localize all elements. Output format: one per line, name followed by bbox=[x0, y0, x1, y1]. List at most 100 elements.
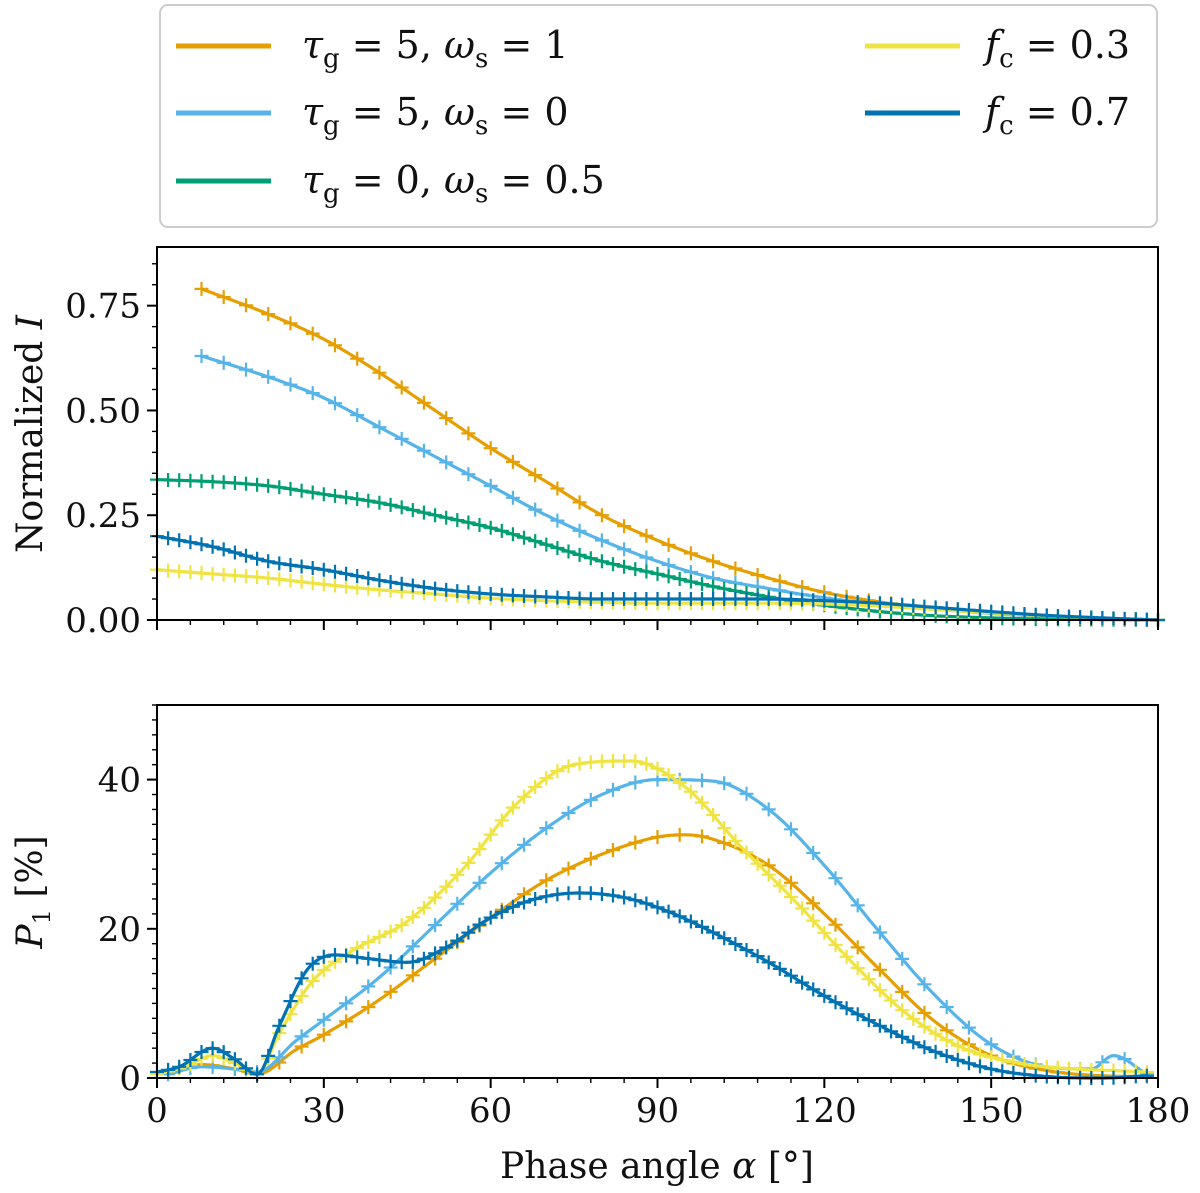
data-point-fc07 bbox=[405, 578, 420, 593]
data-point-tg0_ws05 bbox=[261, 478, 276, 493]
data-point-tg5_ws1 bbox=[706, 554, 721, 569]
data-point-tg5_ws0 bbox=[328, 396, 342, 411]
data-point-tg0_ws05 bbox=[472, 518, 487, 532]
data-point-fc07 bbox=[416, 951, 431, 966]
legend-entry-tg5_ws0: τg = 5, ωs = 0 bbox=[176, 90, 569, 141]
data-point-fc07 bbox=[728, 937, 743, 951]
data-point-tg5_ws0 bbox=[572, 523, 587, 538]
data-point-fc07 bbox=[872, 1018, 887, 1033]
data-point-tg5_ws0 bbox=[216, 355, 231, 370]
data-point-tg5_ws0 bbox=[405, 939, 420, 954]
data-point-fc07 bbox=[739, 943, 754, 957]
x-axis-label: Phase angle α [°] bbox=[500, 1146, 814, 1187]
data-point-fc07 bbox=[172, 533, 187, 548]
data-point-fc07 bbox=[216, 542, 231, 557]
data-point-fc03 bbox=[494, 813, 509, 828]
data-point-fc03 bbox=[561, 759, 576, 774]
data-point-tg0_ws05 bbox=[316, 487, 331, 502]
data-point-fc03 bbox=[450, 868, 465, 882]
data-point-fc03 bbox=[906, 1011, 921, 1026]
data-point-fc07 bbox=[984, 1062, 999, 1076]
data-point-tg5_ws1 bbox=[806, 896, 821, 911]
top-axes-frame bbox=[156, 246, 1159, 621]
data-point-tg0_ws05 bbox=[672, 572, 687, 586]
data-point-tg5_ws0 bbox=[294, 1029, 309, 1044]
data-point-tg5_ws1 bbox=[717, 836, 732, 850]
bottom-axes-frame bbox=[156, 704, 1159, 1079]
data-point-tg5_ws1 bbox=[305, 326, 320, 341]
data-point-tg5_ws1 bbox=[328, 338, 342, 353]
x-tick-label: 0 bbox=[146, 1091, 168, 1131]
data-point-fc03 bbox=[661, 768, 676, 783]
data-point-tg5_ws1 bbox=[461, 426, 476, 441]
data-point-fc03 bbox=[984, 1050, 999, 1065]
data-point-tg5_ws0 bbox=[806, 846, 821, 860]
data-point-tg5_ws0 bbox=[550, 513, 565, 528]
data-point-fc07 bbox=[183, 535, 198, 550]
data-point-tg5_ws0 bbox=[606, 782, 620, 797]
data-point-tg5_ws1 bbox=[695, 829, 709, 844]
data-point-tg5_ws1 bbox=[650, 830, 665, 844]
legend-entries: τg = 5, ωs = 1 τg = 5, ωs = 0 τg = 0, ωs =… bbox=[176, 23, 1130, 209]
data-point-tg0_ws05 bbox=[617, 559, 632, 574]
data-point-tg5_ws1 bbox=[683, 546, 698, 561]
data-point-tg5_ws1 bbox=[528, 468, 543, 483]
data-point-tg5_ws0 bbox=[339, 996, 354, 1011]
data-point-fc07 bbox=[194, 537, 209, 552]
data-point-tg0_ws05 bbox=[528, 534, 543, 549]
data-point-tg0_ws05 bbox=[539, 537, 554, 552]
data-point-tg5_ws1 bbox=[416, 395, 431, 410]
data-point-tg0_ws05 bbox=[405, 503, 420, 517]
data-point-fc07 bbox=[717, 931, 732, 946]
data-point-tg5_ws0 bbox=[961, 1020, 976, 1035]
data-point-fc03 bbox=[517, 789, 531, 804]
data-point-fc03 bbox=[706, 808, 721, 822]
data-point-fc07 bbox=[795, 975, 810, 990]
data-point-tg5_ws0 bbox=[717, 776, 732, 791]
data-point-tg5_ws0 bbox=[316, 1012, 331, 1027]
data-point-fc07 bbox=[250, 551, 265, 566]
data-point-fc07 bbox=[316, 949, 331, 964]
data-point-tg5_ws1 bbox=[872, 962, 887, 977]
data-point-fc07 bbox=[550, 887, 565, 902]
data-point-tg5_ws0 bbox=[784, 822, 798, 837]
data-point-tg5_ws0 bbox=[494, 856, 509, 871]
data-point-fc07 bbox=[372, 573, 387, 588]
data-point-tg5_ws1 bbox=[194, 281, 209, 296]
data-point-fc03 bbox=[416, 900, 431, 915]
data-point-fc07 bbox=[283, 558, 298, 572]
data-point-fc03 bbox=[528, 780, 543, 794]
data-point-fc07 bbox=[316, 562, 331, 577]
y-tick-label: 0.25 bbox=[65, 496, 141, 536]
data-point-fc07 bbox=[950, 1052, 965, 1067]
data-point-fc07 bbox=[928, 1044, 943, 1059]
data-point-tg5_ws0 bbox=[372, 420, 387, 435]
data-point-tg5_ws0 bbox=[461, 467, 476, 482]
data-point-tg0_ws05 bbox=[661, 569, 676, 584]
data-point-fc07 bbox=[205, 539, 220, 554]
data-point-fc03 bbox=[939, 1033, 954, 1047]
data-point-fc07 bbox=[606, 888, 620, 903]
data-point-fc07 bbox=[483, 910, 498, 925]
data-point-tg5_ws1 bbox=[316, 1027, 331, 1042]
data-point-tg5_ws0 bbox=[594, 533, 609, 548]
data-point-fc07 bbox=[517, 895, 531, 910]
data-point-fc07 bbox=[1139, 1068, 1154, 1083]
data-point-tg5_ws0 bbox=[239, 362, 253, 377]
data-point-tg0_ws05 bbox=[294, 483, 309, 498]
data-point-tg5_ws1 bbox=[505, 454, 520, 469]
y-tick-label: 0.75 bbox=[65, 287, 141, 327]
data-point-fc07 bbox=[661, 904, 676, 919]
data-point-tg5_ws1 bbox=[639, 528, 654, 543]
bottom-series-group bbox=[150, 754, 1154, 1085]
data-point-fc07 bbox=[261, 1048, 276, 1063]
data-point-fc03 bbox=[828, 937, 843, 952]
data-point-tg0_ws05 bbox=[483, 520, 498, 535]
y-tick-label: 0.50 bbox=[65, 391, 141, 431]
data-point-fc03 bbox=[672, 775, 687, 790]
y-tick-label: 0.00 bbox=[65, 601, 141, 641]
data-point-tg5_ws1 bbox=[383, 984, 398, 999]
data-point-tg5_ws0 bbox=[428, 918, 443, 933]
top-axes: 0.00 0.25 0.50 0.75 bbox=[65, 263, 1159, 641]
